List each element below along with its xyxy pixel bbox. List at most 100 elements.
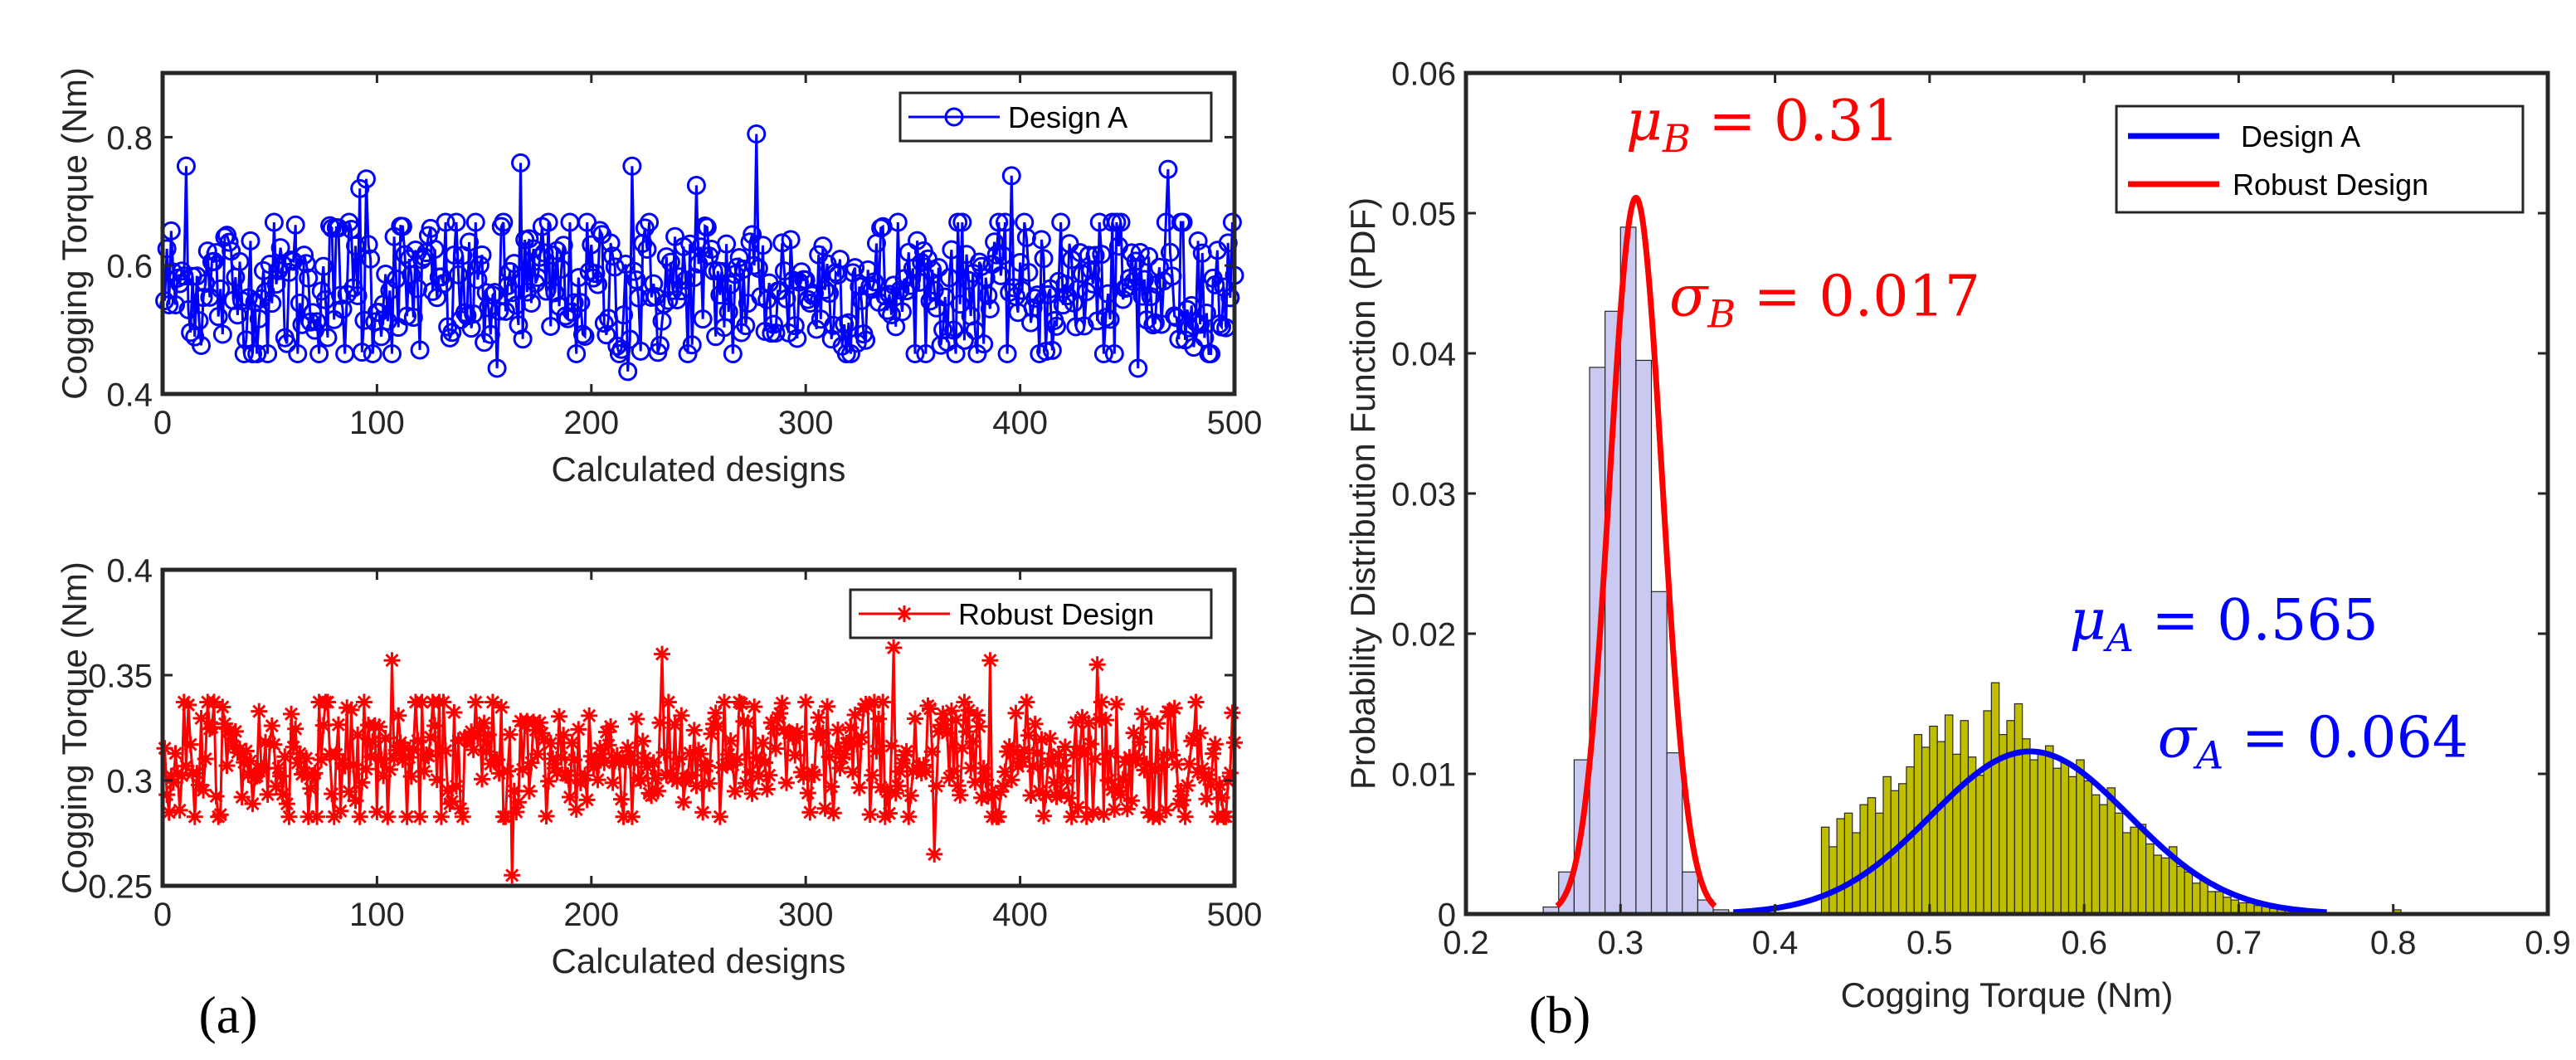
legend-label: Robust Design [958,597,1154,631]
data-point [1022,787,1040,805]
data-point [426,717,444,734]
data-point [186,808,203,825]
data-point [1187,693,1205,711]
data-point [1201,344,1221,364]
data-point [659,290,679,310]
data-point [1132,733,1149,751]
data-point [990,808,1007,825]
data-point [1220,288,1240,308]
x-tick-label: 0 [153,897,172,933]
data-point [230,251,250,271]
x-tick-label: 0 [153,405,172,441]
data-point [894,755,911,772]
data-point [577,766,594,784]
data-point [533,724,551,742]
data-point [1136,761,1153,779]
data-point [212,806,229,824]
data-point [905,344,925,364]
histogram-bar [2207,891,2217,915]
data-point [855,700,872,717]
data-point [845,258,865,278]
data-point [968,707,986,724]
data-point [1194,760,1211,777]
data-point [444,245,464,265]
data-point [219,232,239,252]
data-point [1044,750,1061,767]
data-point [733,259,753,279]
data-point [493,698,510,716]
data-point [835,746,853,763]
data-point [1085,246,1105,265]
data-point [606,752,624,770]
data-point [1099,771,1117,789]
data-point [647,770,665,787]
data-point [1191,724,1209,742]
axes-frame [160,567,1237,888]
data-point [204,251,224,271]
data-point [772,705,789,722]
data-point [439,782,456,800]
data-point [450,732,467,750]
data-point [640,212,660,232]
data-point [499,762,517,780]
x-tick-label: 200 [563,405,619,441]
data-point [605,257,625,277]
y-axis-label: Cogging Torque (Nm) [55,562,94,894]
data-point [314,717,332,734]
data-point [546,760,563,777]
histogram-bar [1852,832,1861,915]
data-point [1181,756,1198,773]
histogram-bar [2029,759,2038,915]
data-point [596,754,613,771]
data-point [846,706,864,723]
data-point [422,728,439,746]
data-point [319,693,336,711]
data-point [888,212,908,232]
data-point [1162,266,1182,286]
data-point [1173,212,1193,232]
data-point [285,738,302,756]
data-point [189,311,209,331]
data-point [328,746,345,763]
data-point [241,231,261,250]
data-point [1064,293,1083,313]
data-point [397,306,417,326]
histogram-bar [2083,780,2093,915]
data-point [709,718,727,736]
data-point [608,746,626,764]
data-point [678,344,698,364]
histogram-bar [1882,776,1892,915]
data-point [236,754,253,771]
data-point [173,767,191,785]
data-point [381,761,398,778]
data-point [985,232,1005,252]
data-point [758,780,776,798]
data-point [290,293,309,313]
data-point [531,714,548,732]
x-tick-label: 300 [778,897,834,933]
data-point [195,781,212,799]
histogram-bar [2106,787,2116,915]
data-point [1003,771,1020,789]
data-point [1147,761,1164,779]
data-point [994,777,1011,795]
data-point [947,712,965,729]
data-point [797,693,815,711]
data-point [1133,705,1151,722]
data-point [538,212,558,232]
data-point [1153,758,1171,776]
data-point [870,710,888,727]
data-point [945,762,962,780]
data-point [552,260,572,280]
data-point [763,314,783,334]
data-point [352,343,372,362]
annotation-mu-a: μA = 0.565 [2069,588,2378,660]
histogram-bar [2160,857,2170,915]
data-point [720,746,738,763]
data-point [793,764,811,781]
data-point [188,765,206,782]
y-tick-label: 0.4 [106,552,153,589]
data-point [1122,792,1140,810]
data-point [718,302,738,322]
